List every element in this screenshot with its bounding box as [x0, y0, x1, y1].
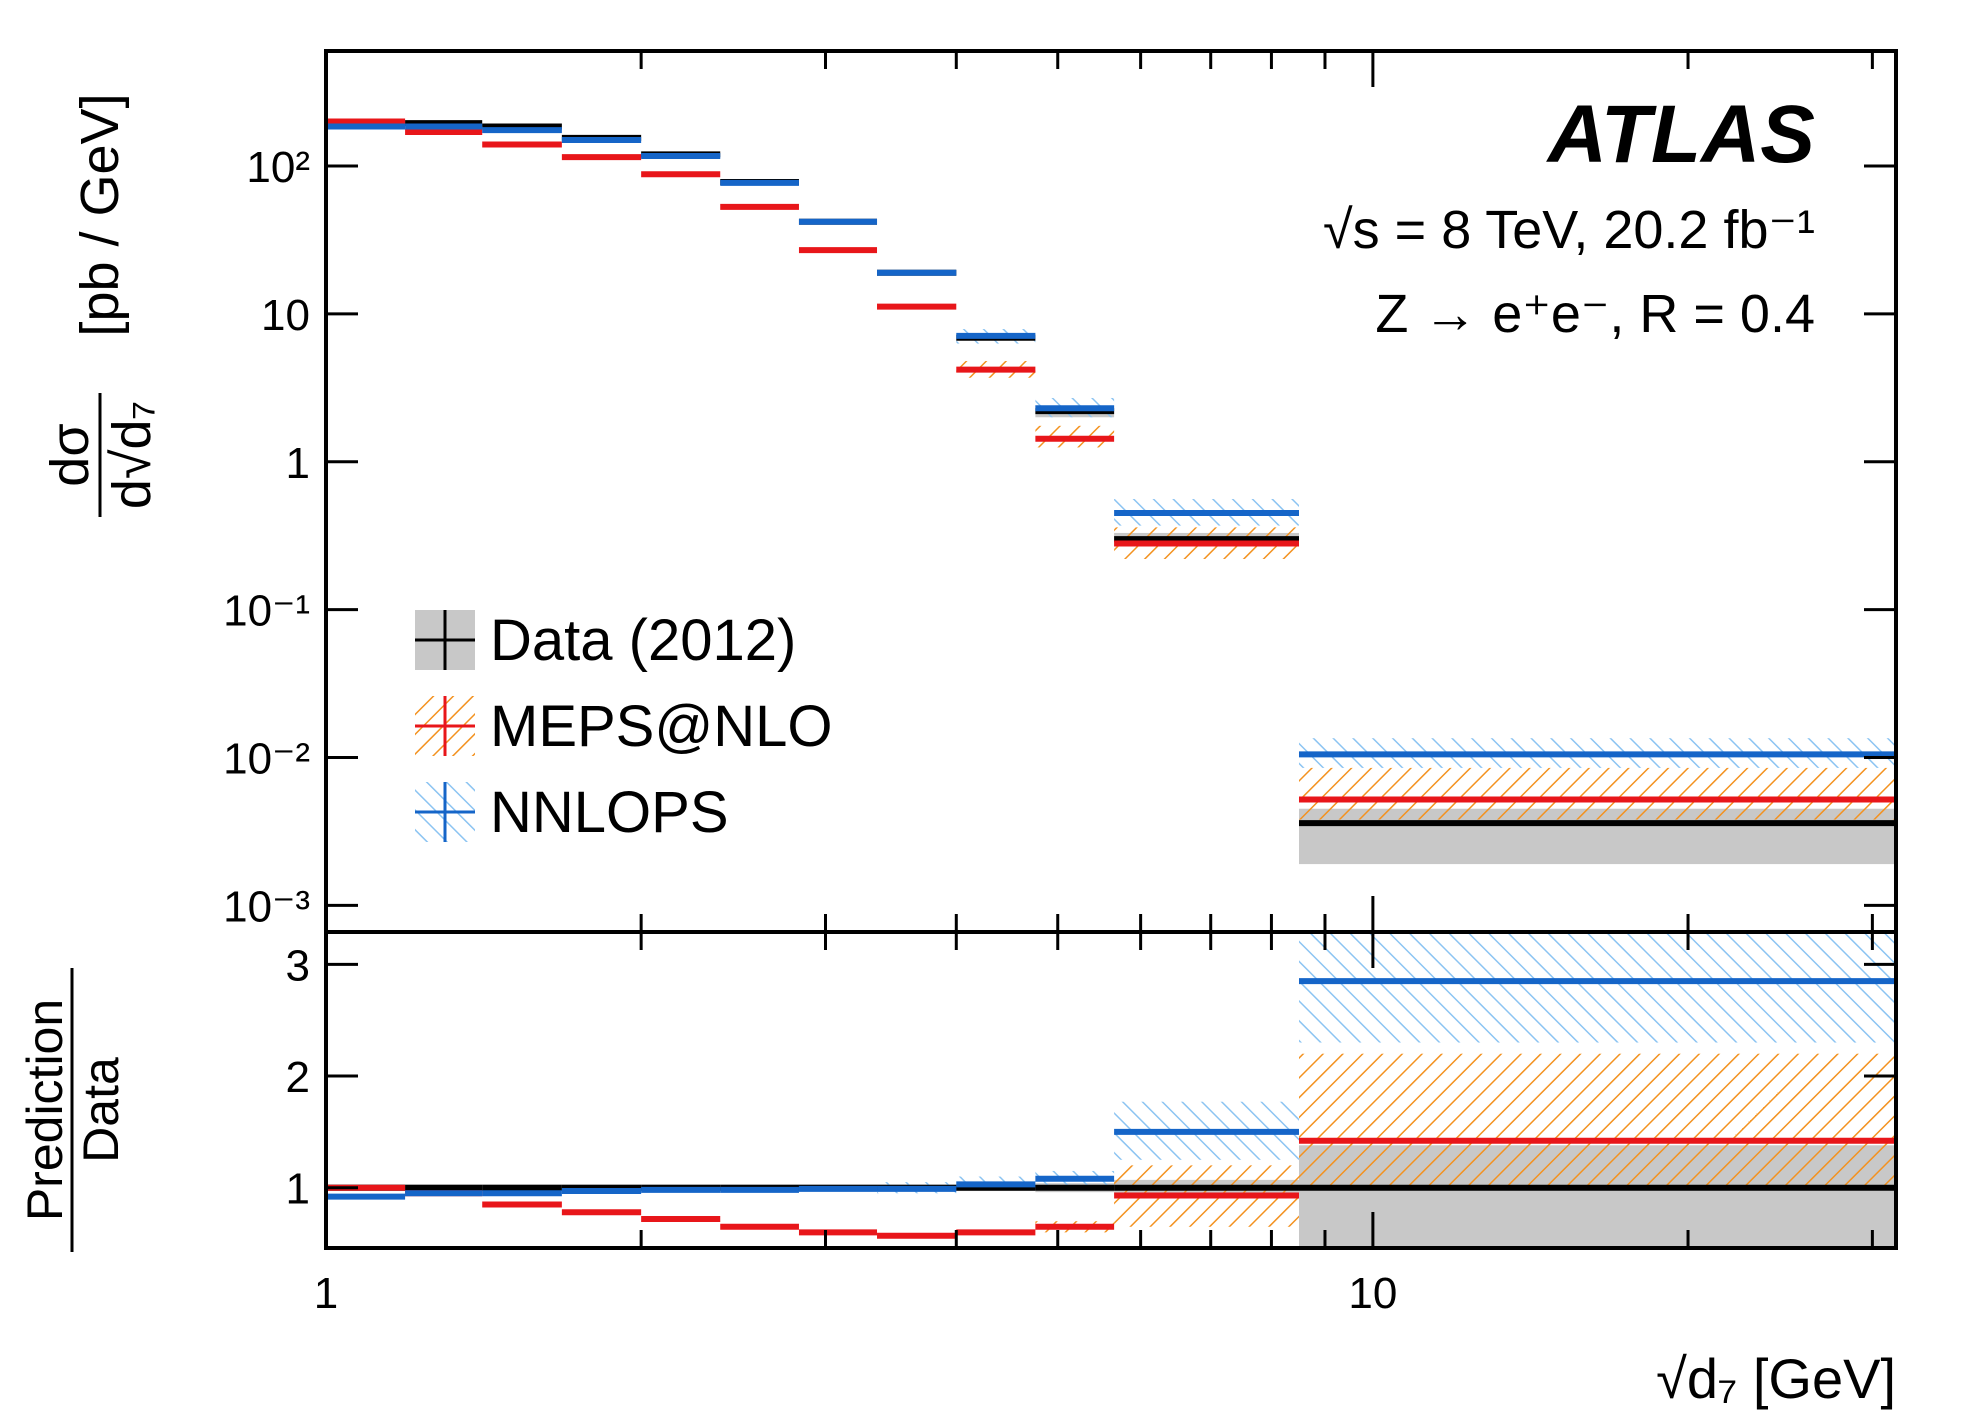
panel-bands	[956, 329, 1896, 865]
panel-bands	[326, 932, 1896, 1248]
legend-label: NNLOPS	[490, 780, 729, 845]
ratio-y-label: Prediction Data	[17, 968, 129, 1252]
uncertainty-band	[1298, 767, 1896, 820]
annotation: Z → e⁺e⁻, R = 0.4	[1375, 284, 1815, 344]
legend-label: Data (2012)	[490, 608, 796, 673]
annotation: √s = 8 TeV, 20.2 fb⁻¹	[1323, 200, 1815, 260]
y-label-den: d√d₇	[102, 401, 162, 509]
ratio-label-num: Prediction	[17, 999, 73, 1221]
legend-label: MEPS@NLO	[490, 694, 833, 759]
y-tick-label: 10²	[246, 143, 310, 192]
uncertainty-band	[1298, 1053, 1896, 1188]
x-tick-label: 1	[314, 1269, 338, 1318]
y-tick-label: 1	[286, 439, 310, 488]
y-tick-label: 2	[286, 1053, 310, 1102]
y-tick-label: 10⁻³	[223, 882, 310, 931]
panel-lines	[326, 118, 1896, 827]
y-tick-label: 10⁻¹	[223, 587, 310, 636]
y-tick-label: 1	[286, 1165, 310, 1214]
x-tick-label: 10	[1348, 1269, 1397, 1318]
y-tick-label: 10⁻²	[223, 734, 310, 783]
panel-lines	[326, 978, 1896, 1239]
bands	[326, 329, 1896, 1248]
uncertainty-band	[1298, 932, 1896, 1043]
y-tick-label: 3	[286, 941, 310, 990]
x-axis-label: √d₇ [GeV]	[1656, 1347, 1896, 1410]
plot-frame	[324, 930, 1898, 1250]
y-tick-label: 10	[261, 291, 310, 340]
atlas-label: ATLAS	[1546, 89, 1815, 180]
ratio-label-den: Data	[73, 1057, 129, 1163]
y-label-num: dσ	[40, 423, 100, 486]
lines	[326, 118, 1896, 1239]
axes: 10⁻³ 10⁻² 10⁻¹ 1 10 10² 1 2 3 1 10 Data (2012) MEPS@…	[223, 49, 1898, 1318]
y-label-unit: [pb / GeV]	[70, 93, 130, 336]
y-axis-label: dσ d√d₇	[40, 393, 162, 517]
